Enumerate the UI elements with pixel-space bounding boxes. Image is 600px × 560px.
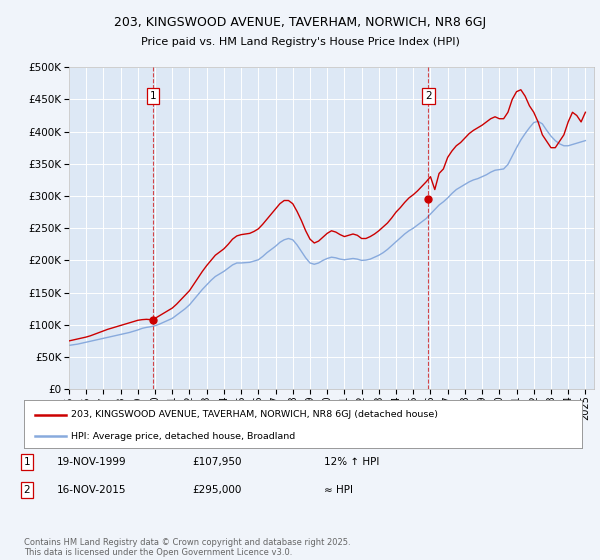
Text: 1: 1	[149, 91, 157, 101]
Text: 203, KINGSWOOD AVENUE, TAVERHAM, NORWICH, NR8 6GJ: 203, KINGSWOOD AVENUE, TAVERHAM, NORWICH…	[114, 16, 486, 29]
Text: 203, KINGSWOOD AVENUE, TAVERHAM, NORWICH, NR8 6GJ (detached house): 203, KINGSWOOD AVENUE, TAVERHAM, NORWICH…	[71, 410, 439, 419]
Text: £107,950: £107,950	[192, 457, 241, 467]
Text: 16-NOV-2015: 16-NOV-2015	[57, 485, 127, 495]
Text: ≈ HPI: ≈ HPI	[324, 485, 353, 495]
Text: 1: 1	[23, 457, 31, 467]
Text: 2: 2	[23, 485, 31, 495]
Text: HPI: Average price, detached house, Broadland: HPI: Average price, detached house, Broa…	[71, 432, 296, 441]
Text: Price paid vs. HM Land Registry's House Price Index (HPI): Price paid vs. HM Land Registry's House …	[140, 37, 460, 47]
Text: 19-NOV-1999: 19-NOV-1999	[57, 457, 127, 467]
Text: £295,000: £295,000	[192, 485, 241, 495]
Text: 12% ↑ HPI: 12% ↑ HPI	[324, 457, 379, 467]
Text: Contains HM Land Registry data © Crown copyright and database right 2025.
This d: Contains HM Land Registry data © Crown c…	[24, 538, 350, 557]
Text: 2: 2	[425, 91, 432, 101]
